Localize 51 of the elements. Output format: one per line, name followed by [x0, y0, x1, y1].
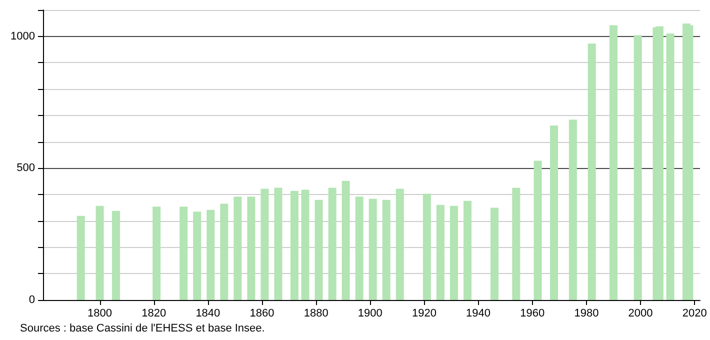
x-tick-label: 1840 [196, 308, 220, 320]
bar [655, 26, 664, 300]
bar [396, 188, 404, 300]
bar [96, 206, 104, 300]
x-tick-label: 1980 [574, 308, 599, 320]
x-tick-label: 2000 [628, 308, 653, 320]
x-tick-label: 2020 [682, 308, 707, 320]
bar [368, 198, 377, 300]
x-tick-label: 1880 [304, 308, 328, 320]
bar [76, 216, 85, 300]
bar [180, 206, 188, 300]
bar [328, 188, 336, 300]
x-tick-label: 1820 [142, 308, 166, 320]
bar [666, 33, 674, 300]
bar [463, 200, 472, 300]
bar [550, 125, 558, 300]
x-tick-label: 1800 [88, 308, 112, 320]
bar [534, 160, 542, 300]
bar [588, 43, 596, 300]
bar [152, 206, 161, 300]
bar [450, 206, 458, 300]
source-note: Sources : base Cassini de l'EHESS et base Insee. [20, 322, 265, 334]
x-tick-label: 1860 [250, 308, 274, 320]
bar [247, 196, 256, 300]
bar [355, 196, 364, 300]
x-tick-label: 1940 [466, 308, 491, 320]
y-tick-label: 500 [16, 162, 35, 174]
bar [234, 196, 242, 300]
y-tick-label: 1000 [10, 30, 35, 42]
bar [301, 190, 310, 300]
bar [382, 200, 390, 300]
bar [314, 200, 323, 300]
bar [609, 25, 618, 300]
bar [342, 180, 350, 300]
bar [193, 212, 202, 300]
x-tick-label: 1960 [520, 308, 545, 320]
bar [436, 204, 444, 300]
bar [206, 210, 215, 300]
bar [568, 120, 577, 300]
y-tick-label: 0 [28, 294, 35, 306]
x-tick-label: 1920 [412, 308, 436, 320]
bar [634, 35, 642, 300]
x-tick-label: 1900 [358, 308, 382, 320]
bar [260, 188, 269, 300]
bar [290, 190, 298, 300]
bar [422, 194, 431, 300]
bar [512, 188, 520, 300]
bar [490, 208, 499, 300]
bar [274, 188, 282, 300]
bar [220, 204, 228, 300]
bar [112, 210, 120, 300]
